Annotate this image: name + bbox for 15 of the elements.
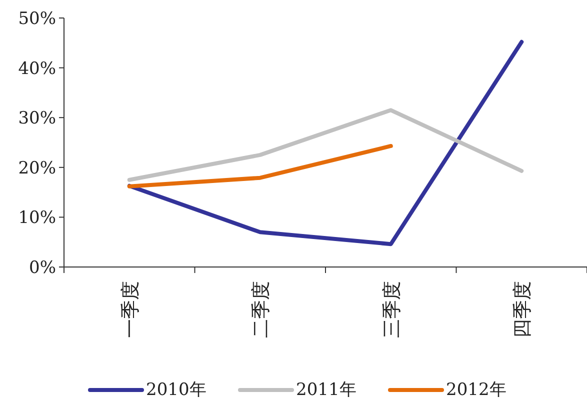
legend-label: 2010年 xyxy=(146,380,206,400)
x-tick-label: 一季度 xyxy=(119,281,142,338)
legend-label: 2012年 xyxy=(446,380,506,400)
y-tick-label: 40% xyxy=(18,58,56,79)
y-tick-label: 20% xyxy=(18,158,56,178)
y-tick-label: 30% xyxy=(18,108,56,129)
line-series xyxy=(127,40,524,246)
line-series xyxy=(127,108,524,182)
x-tick-label: 四季度 xyxy=(512,281,534,338)
y-tick-label: 0% xyxy=(29,258,56,278)
y-tick-label: 50% xyxy=(18,8,56,29)
x-tick-label: 三季度 xyxy=(380,281,403,338)
legend-label: 2011年 xyxy=(296,380,356,400)
y-tick-label: 10% xyxy=(18,208,56,228)
x-tick-label: 二季度 xyxy=(250,281,272,338)
